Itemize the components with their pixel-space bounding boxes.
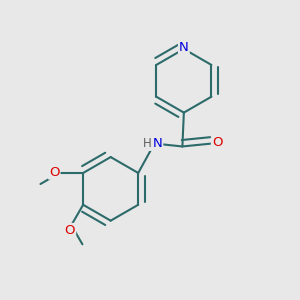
- Text: N: N: [179, 41, 189, 54]
- Text: O: O: [212, 136, 222, 148]
- Text: N: N: [152, 137, 162, 150]
- Text: O: O: [64, 224, 75, 237]
- Text: H: H: [143, 137, 152, 150]
- Text: O: O: [49, 166, 59, 178]
